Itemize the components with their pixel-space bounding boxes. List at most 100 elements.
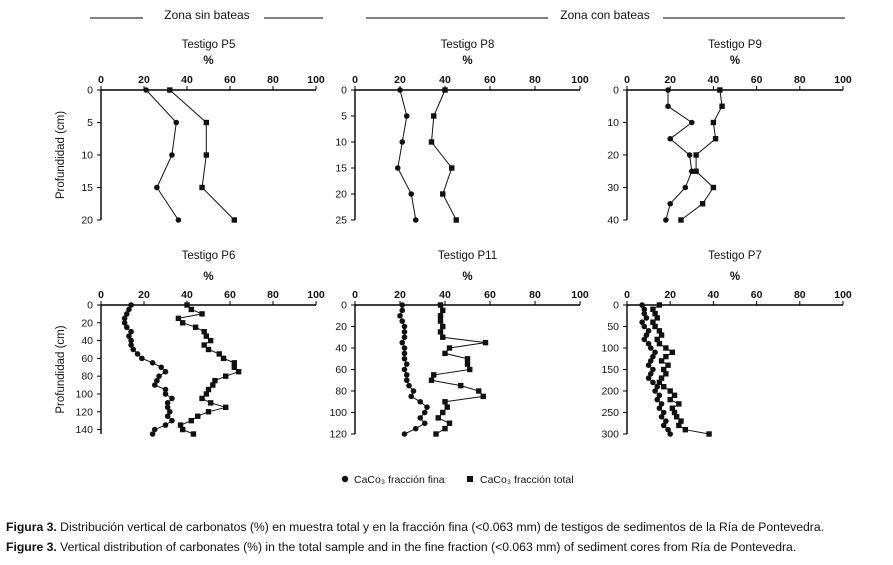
y-tick-label: 0 [341, 85, 347, 97]
total-fraction-point [440, 307, 446, 314]
y-tick-label: 10 [607, 117, 619, 129]
total-fraction-point [444, 404, 450, 410]
fine-fraction-point [665, 426, 671, 433]
x-tick-label: 0 [624, 74, 630, 86]
fine-fraction-point [128, 337, 134, 344]
total-fraction-point [177, 422, 184, 428]
total-fraction-point [231, 217, 237, 223]
fine-fraction-point [162, 422, 169, 428]
y-tick-label: 40 [607, 215, 619, 227]
total-fraction-point [693, 168, 699, 174]
legend-total-label: CaCo₃ fracción total [480, 474, 574, 486]
fine-fraction-point [401, 355, 408, 362]
total-fraction-point [205, 409, 212, 415]
x-tick-label: 0 [352, 74, 358, 86]
total-fraction-point [437, 318, 444, 324]
fine-fraction-point [399, 139, 406, 145]
total-fraction-point [656, 328, 663, 334]
fine-fraction-point [139, 355, 145, 362]
fine-fraction-point [175, 217, 182, 223]
y-tick-label: 150 [601, 364, 619, 376]
fine-fraction-point [647, 358, 654, 364]
x-tick-label: 60 [751, 74, 763, 86]
fine-fraction-point [124, 311, 130, 317]
total-fraction-point [207, 400, 214, 406]
total-fraction-point [220, 355, 227, 362]
total-fraction-point [678, 418, 684, 424]
x-tick-label: 0 [352, 289, 358, 301]
fine-fraction-point [689, 119, 695, 126]
y-tick-label: 20 [335, 321, 347, 333]
fine-fraction-point [650, 366, 656, 373]
y-tick-label: 50 [607, 321, 619, 333]
total-fraction-point [203, 391, 210, 397]
total-fraction-point [676, 422, 682, 429]
y-tick-label: 250 [601, 407, 619, 419]
header-right-label: Zona con bateas [560, 8, 649, 22]
fine-fraction-point [656, 405, 663, 412]
total-fraction-point [440, 191, 446, 197]
total-fraction-point [663, 345, 669, 351]
y-axis-label: Profundidad (cm) [55, 111, 67, 199]
total-fraction-point [442, 87, 448, 93]
fine-fraction-point [401, 431, 408, 437]
x-tick-label: 0 [98, 289, 104, 301]
total-fraction-series-line [177, 304, 240, 435]
fine-fraction-point [665, 103, 671, 110]
fine-fraction-point [658, 401, 665, 407]
x-tick-label: 80 [794, 74, 806, 86]
fine-fraction-point [164, 400, 171, 406]
fine-fraction-point [130, 346, 137, 353]
fine-fraction-point [169, 152, 175, 158]
fine-fraction-point [412, 425, 419, 432]
y-tick-label: 300 [601, 429, 619, 441]
total-fraction-point [188, 306, 194, 313]
x-tick-label: 40 [439, 74, 451, 86]
chart-title: Testigo P6 [182, 250, 236, 262]
fine-fraction-point [126, 333, 132, 339]
fine-fraction-point [663, 418, 669, 424]
total-fraction-point [682, 427, 689, 433]
total-fraction-point [440, 409, 446, 416]
total-fraction-point [667, 388, 673, 394]
total-fraction-point [205, 346, 212, 353]
total-fraction-point [188, 417, 194, 424]
y-tick-label: 60 [335, 364, 347, 376]
x-tick-label: 100 [834, 74, 852, 86]
total-fraction-point [180, 320, 186, 326]
total-fraction-point [678, 217, 684, 223]
chart-title: Testigo P8 [441, 39, 495, 51]
y-tick-label: 10 [335, 137, 347, 149]
fine-fraction-point [399, 318, 406, 324]
total-fraction-point [446, 345, 453, 351]
fine-fraction-point [650, 353, 656, 360]
x-tick-label: 100 [571, 289, 589, 301]
total-fraction-point [710, 184, 717, 191]
y-tick-label: 20 [81, 215, 93, 227]
fine-fraction-point [647, 345, 654, 351]
y-tick-label: 80 [81, 371, 93, 383]
total-fraction-point [199, 184, 205, 191]
panel-testigo-p9: Testigo P9% 0 20 40 60 80 100 0 10 20 30 40 [607, 39, 852, 227]
total-fraction-point [706, 431, 712, 437]
total-fraction-point [212, 377, 218, 384]
fine-fraction-point [410, 388, 417, 394]
fine-fraction-point [397, 87, 403, 93]
total-fraction-point [667, 396, 673, 403]
x-tick-label: 40 [439, 289, 451, 301]
x-tick-label: 40 [708, 74, 720, 86]
x-tick-label: 20 [138, 289, 150, 301]
total-fraction-point [167, 87, 173, 93]
y-tick-label: 0 [613, 85, 619, 97]
fine-fraction-point [421, 409, 428, 416]
x-tick-label: 60 [751, 289, 763, 301]
total-fraction-point [223, 373, 229, 379]
fine-fraction-point [667, 431, 673, 437]
fine-fraction-point [650, 379, 656, 386]
fine-fraction-point [399, 307, 406, 314]
y-tick-label: 80 [335, 386, 347, 398]
total-fraction-point [458, 382, 464, 389]
total-fraction-point [661, 384, 667, 390]
fine-fraction-point [401, 323, 408, 330]
